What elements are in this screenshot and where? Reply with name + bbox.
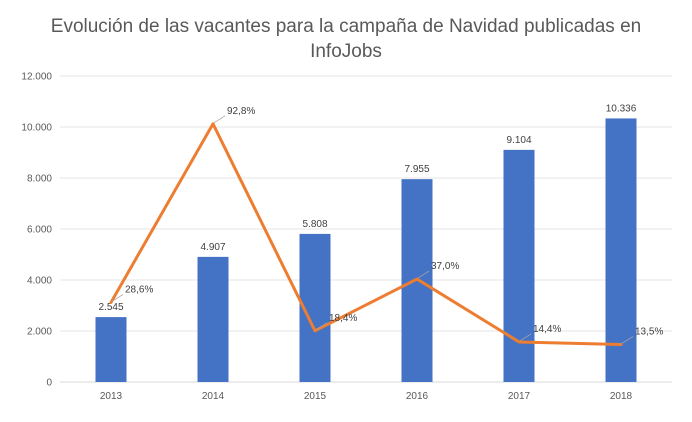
line-value-label: 18,4%	[329, 313, 357, 324]
label-leader-line	[111, 294, 124, 302]
x-tick-label: 2014	[202, 391, 225, 402]
y-tick-label: 10.000	[21, 123, 52, 134]
bar	[197, 256, 229, 382]
bar-value-label: 7.955	[404, 164, 429, 175]
bar	[503, 149, 535, 382]
y-tick-label: 0	[46, 378, 52, 389]
label-leader-line	[621, 336, 634, 344]
label-leader-line	[417, 270, 430, 279]
line-value-label: 92,8%	[227, 106, 255, 117]
line-value-label: 37,0%	[431, 261, 459, 272]
bar-value-label: 5.808	[302, 219, 327, 230]
y-tick-label: 4.000	[27, 276, 52, 287]
y-tick-label: 8.000	[27, 174, 52, 185]
bar	[605, 118, 637, 382]
line-value-label: 28,6%	[125, 284, 153, 295]
x-tick-label: 2018	[610, 391, 633, 402]
bar-value-label: 9.104	[506, 135, 531, 146]
line-value-label: 14,4%	[533, 324, 561, 335]
bar	[95, 317, 127, 382]
y-tick-label: 2.000	[27, 327, 52, 338]
chart-title: Evolución de las vacantes para la campañ…	[50, 16, 642, 62]
bar-value-label: 10.336	[606, 103, 637, 114]
bar-value-label: 4.907	[200, 242, 225, 253]
label-leader-line	[213, 115, 226, 124]
x-tick-label: 2015	[304, 391, 327, 402]
x-tick-label: 2016	[406, 391, 429, 402]
label-leader-line	[315, 322, 328, 331]
label-leader-line	[519, 333, 532, 342]
bar-value-label: 2.545	[98, 302, 123, 313]
line-value-label: 13,5%	[635, 326, 663, 337]
line-series	[109, 122, 623, 346]
x-tick-label: 2013	[100, 391, 123, 402]
x-tick-label: 2017	[508, 391, 531, 402]
y-tick-label: 6.000	[27, 225, 52, 236]
y-tick-label: 12.000	[21, 72, 52, 83]
